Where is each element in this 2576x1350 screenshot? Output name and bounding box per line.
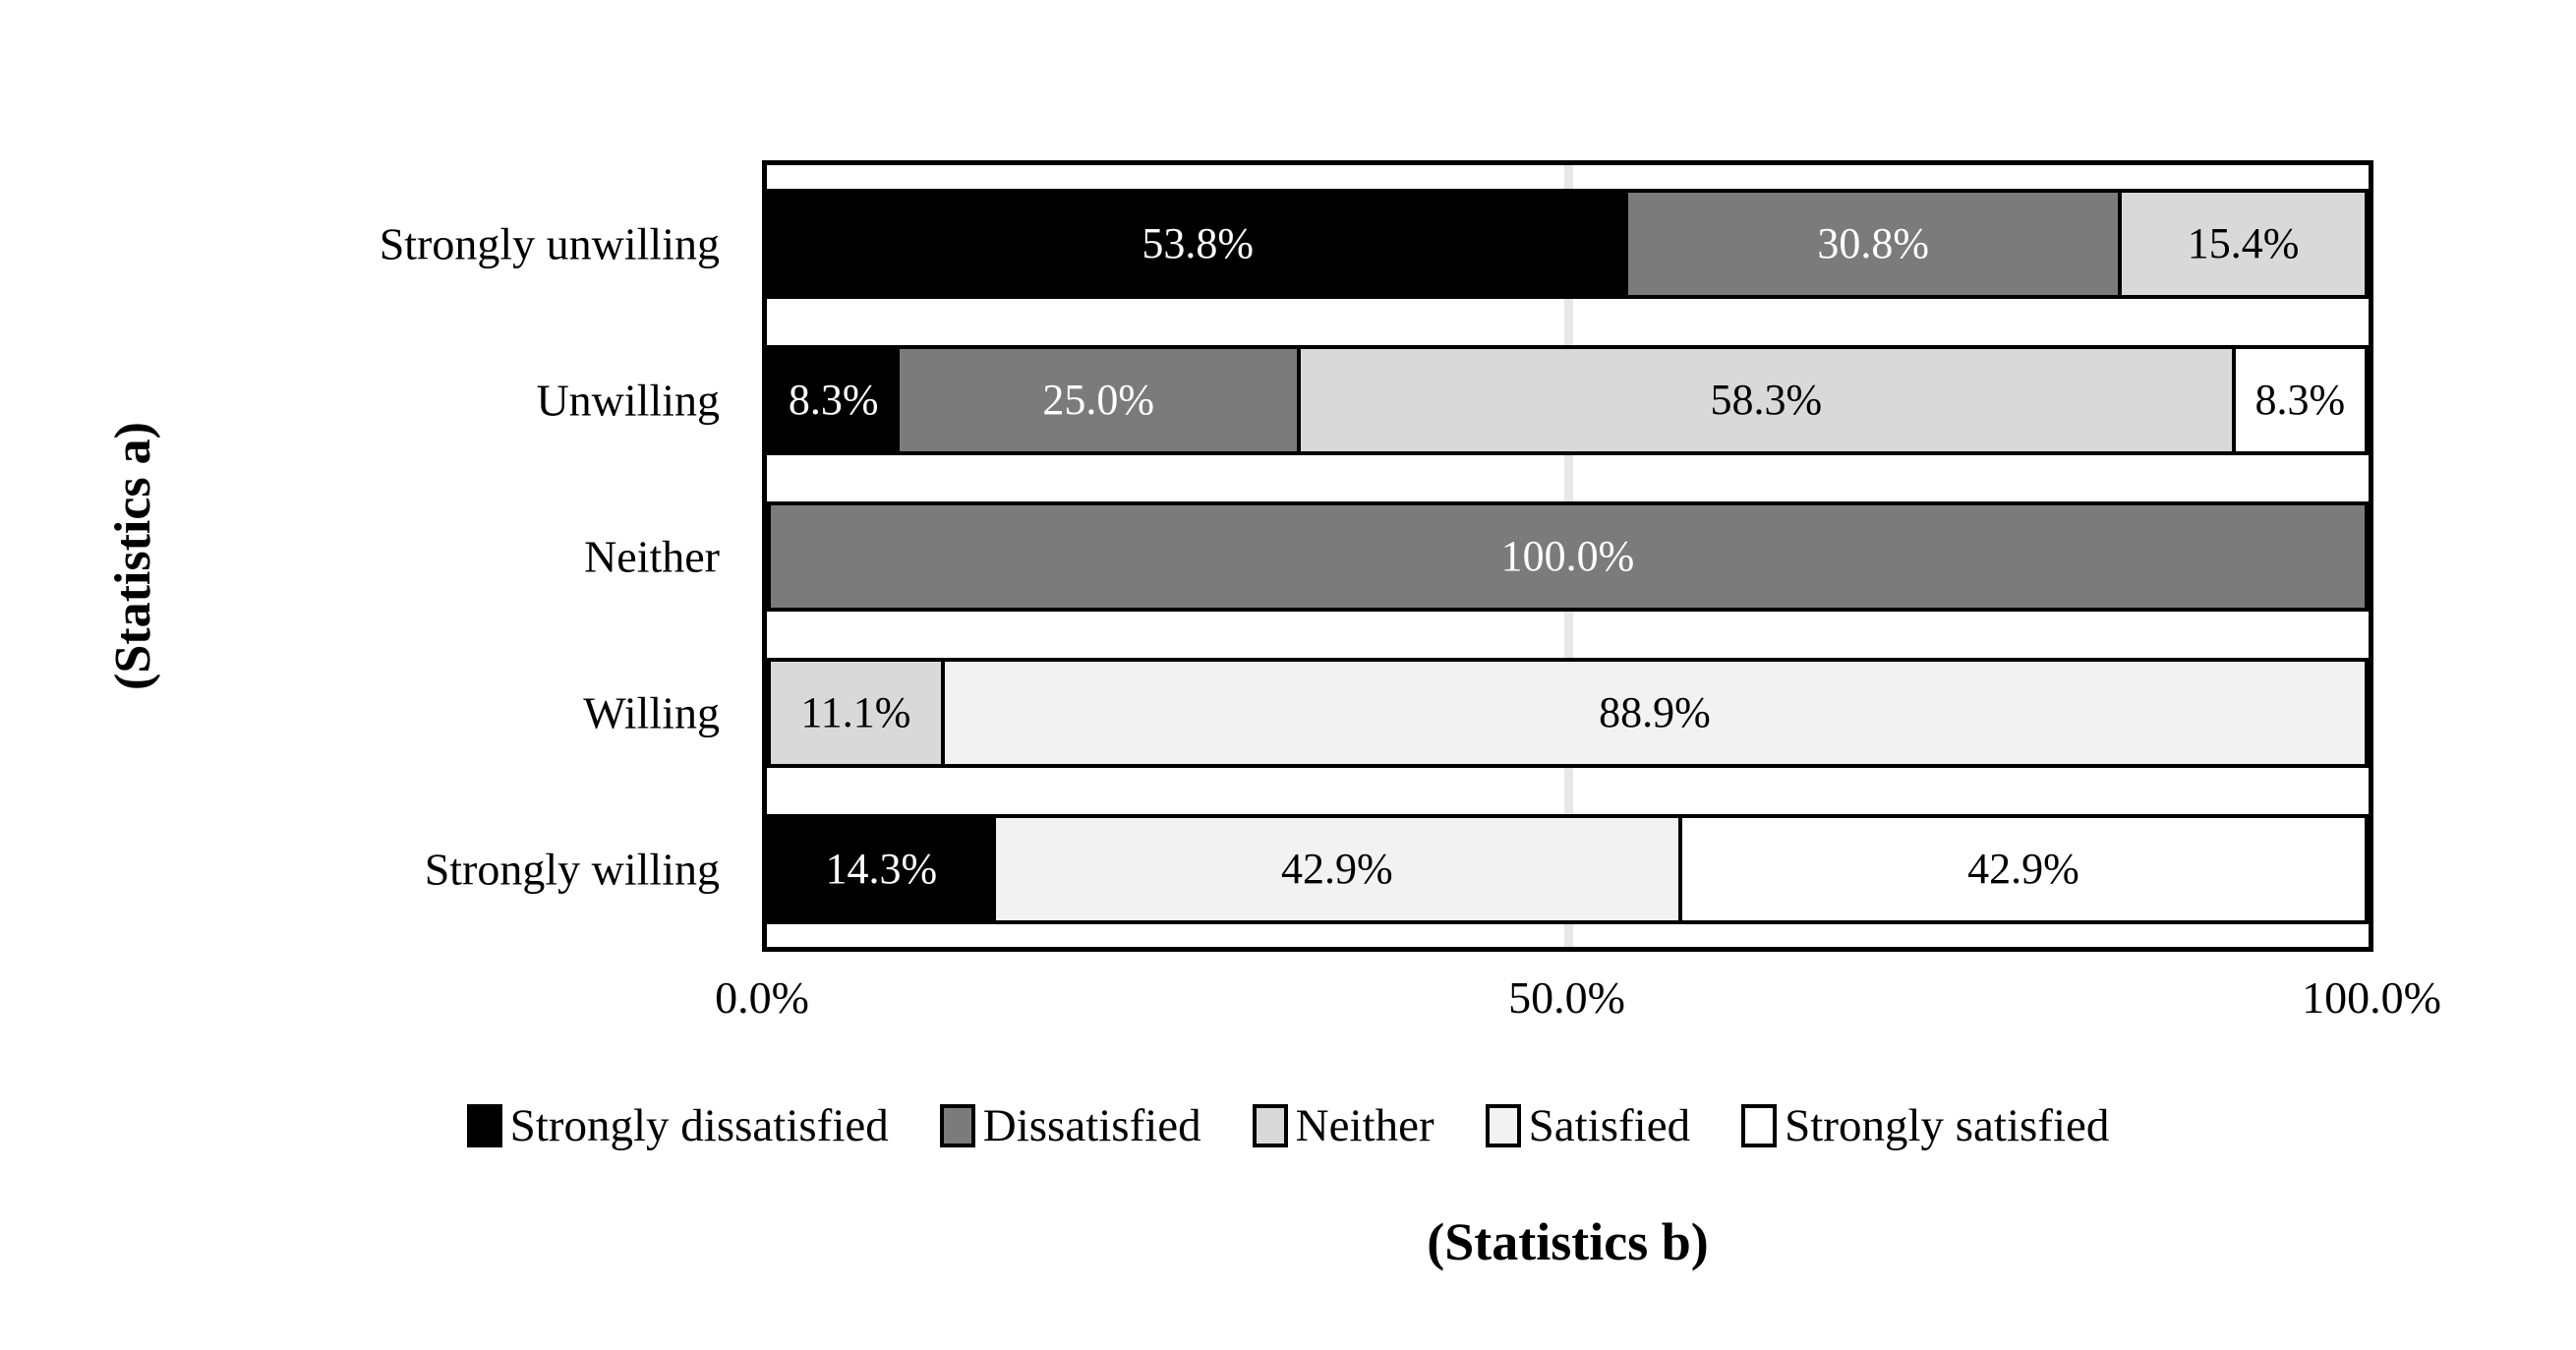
- category-label: Neither: [584, 531, 720, 581]
- bar-segment: 30.8%: [1628, 188, 2123, 299]
- bar-segment: 15.4%: [2122, 188, 2369, 299]
- legend-swatch-icon: [1741, 1104, 1778, 1147]
- bar-segment-label: 58.3%: [1710, 375, 1823, 424]
- bar-segment-label: 8.3%: [788, 375, 879, 424]
- legend-swatch-icon: [1252, 1104, 1288, 1147]
- bar-segment: 11.1%: [767, 657, 945, 768]
- legend: Strongly dissatisfied Dissatisfied Neither…: [0, 1099, 2576, 1152]
- bar-segment-label: 25.0%: [1042, 375, 1154, 424]
- legend-item: Strongly satisfied: [1741, 1099, 2109, 1152]
- x-axis-title: (Statistics b): [1427, 1212, 1709, 1271]
- category-label: Strongly willing: [424, 844, 720, 894]
- bar-segment-label: 15.4%: [2187, 218, 2300, 267]
- bar-segment-label: 30.8%: [1817, 218, 1930, 267]
- legend-swatch-icon: [939, 1104, 975, 1147]
- bar-segment: 42.9%: [1681, 813, 2369, 924]
- bar-segment: 8.3%: [2235, 344, 2369, 455]
- legend-label: Neither: [1295, 1100, 1434, 1151]
- legend-item: Strongly dissatisfied: [466, 1099, 889, 1152]
- x-tick-label: 50.0%: [1508, 972, 1625, 1023]
- bar-segment-label: 42.9%: [1280, 844, 1393, 893]
- legend-item: Satisfied: [1485, 1099, 1691, 1152]
- bar-segment: 58.3%: [1300, 344, 2236, 455]
- bar-row: 14.3% 42.9% 42.9%: [767, 791, 2369, 947]
- bar-segment: 42.9%: [995, 813, 1682, 924]
- legend-label: Strongly dissatisfied: [509, 1100, 889, 1151]
- category-label: Unwilling: [536, 375, 720, 425]
- bar-segment-label: 14.3%: [825, 844, 938, 893]
- stacked-bar: 8.3% 25.0% 58.3% 8.3%: [767, 344, 2369, 455]
- legend-label: Dissatisfied: [982, 1100, 1201, 1151]
- legend-label: Satisfied: [1528, 1100, 1691, 1151]
- bar-segment-label: 53.8%: [1142, 218, 1255, 267]
- bar-segment: 25.0%: [900, 344, 1301, 455]
- bar-segment: 100.0%: [767, 500, 2369, 612]
- legend-swatch-icon: [1485, 1104, 1521, 1147]
- stacked-bar: 14.3% 42.9% 42.9%: [767, 813, 2369, 924]
- stacked-bar: 53.8% 30.8% 15.4%: [767, 188, 2369, 299]
- category-label: Strongly unwilling: [379, 218, 720, 268]
- legend-item: Neither: [1252, 1099, 1434, 1152]
- legend-swatch-icon: [466, 1104, 502, 1147]
- legend-item: Dissatisfied: [939, 1099, 1201, 1152]
- bar-segment-label: 11.1%: [800, 687, 911, 736]
- bar-segment: 8.3%: [767, 344, 901, 455]
- bar-segment: 53.8%: [767, 188, 1629, 299]
- bar-row: 11.1% 88.9%: [767, 634, 2369, 791]
- plot-area: 53.8% 30.8% 15.4% 8.3% 25.0% 58.3% 8.3% 100.0% 1…: [762, 160, 2373, 952]
- bar-rows: 53.8% 30.8% 15.4% 8.3% 25.0% 58.3% 8.3% 100.0% 1…: [767, 165, 2369, 947]
- bar-row: 53.8% 30.8% 15.4%: [767, 165, 2369, 322]
- bar-segment-label: 8.3%: [2254, 375, 2346, 424]
- bar-segment-label: 42.9%: [1967, 844, 2079, 893]
- bar-segment-label: 88.9%: [1599, 687, 1711, 736]
- bar-segment: 88.9%: [944, 657, 2369, 768]
- category-label: Willing: [583, 687, 720, 737]
- x-tick-label: 0.0%: [715, 972, 809, 1023]
- bar-row: 100.0%: [767, 478, 2369, 634]
- bar-segment: 14.3%: [767, 813, 996, 924]
- bar-segment-label: 100.0%: [1500, 531, 1635, 580]
- x-tick-label: 100.0%: [2302, 972, 2441, 1023]
- stacked-bar: 11.1% 88.9%: [767, 657, 2369, 768]
- bar-row: 8.3% 25.0% 58.3% 8.3%: [767, 322, 2369, 478]
- stacked-bar: 100.0%: [767, 500, 2369, 612]
- legend-label: Strongly satisfied: [1785, 1100, 2110, 1151]
